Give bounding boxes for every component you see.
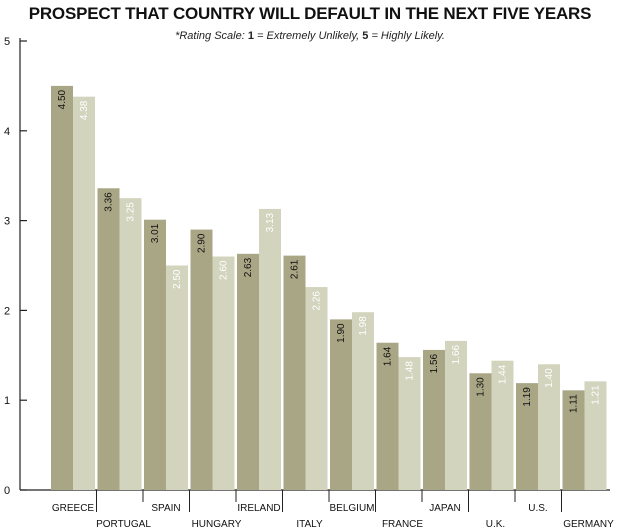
bar-belgium-s2 bbox=[352, 312, 374, 490]
data-label: 1.19 bbox=[522, 387, 533, 407]
data-label: 1.21 bbox=[591, 385, 602, 405]
subtitle-prefix: *Rating Scale: bbox=[175, 30, 248, 42]
y-tick-label: 5 bbox=[4, 36, 10, 48]
data-label: 3.25 bbox=[126, 202, 137, 222]
x-tick-label: GERMANY bbox=[563, 519, 614, 530]
y-tick-label: 0 bbox=[4, 485, 10, 497]
x-tick-label: JAPAN bbox=[429, 503, 461, 514]
x-tick-label: FRANCE bbox=[382, 519, 423, 530]
chart-subtitle: *Rating Scale: 1 = Extremely Unlikely, 5… bbox=[0, 30, 620, 42]
bar-japan-s1 bbox=[423, 349, 445, 490]
data-label: 1.11 bbox=[569, 394, 580, 413]
data-label: 1.56 bbox=[429, 353, 440, 373]
x-tick-label: SPAIN bbox=[151, 503, 180, 514]
subtitle-five-text: = Highly Likely. bbox=[368, 30, 445, 42]
bar-ireland-s2 bbox=[259, 208, 281, 490]
bar-france-s2 bbox=[398, 357, 421, 490]
data-label: 1.66 bbox=[451, 344, 462, 364]
subtitle-one: 1 bbox=[247, 30, 254, 42]
bar-hungary-s2 bbox=[212, 256, 235, 490]
bar-germany-s1 bbox=[562, 390, 585, 490]
data-label: 1.48 bbox=[405, 361, 416, 381]
chart-title: PROSPECT THAT COUNTRY WILL DEFAULT IN TH… bbox=[28, 4, 592, 23]
data-label: 1.30 bbox=[476, 377, 487, 397]
data-label: 1.44 bbox=[498, 364, 509, 384]
x-tick-label: U.S. bbox=[528, 503, 547, 514]
data-label: 2.50 bbox=[172, 269, 183, 289]
data-label: 2.26 bbox=[312, 291, 323, 311]
data-label: 1.64 bbox=[383, 346, 394, 366]
y-tick-label: 4 bbox=[4, 126, 10, 138]
data-label: 4.50 bbox=[57, 89, 68, 109]
x-tick-label: HUNGARY bbox=[192, 519, 242, 530]
y-tick-label: 1 bbox=[4, 395, 10, 407]
data-label: 4.38 bbox=[79, 100, 90, 120]
data-label: 1.98 bbox=[358, 316, 369, 336]
bar-italy-s1 bbox=[283, 255, 306, 490]
data-label: 1.40 bbox=[544, 368, 555, 388]
subtitle-one-text: = Extremely Unlikely, bbox=[253, 30, 363, 42]
bar-ireland-s1 bbox=[237, 253, 259, 490]
bar-hungary-s1 bbox=[190, 229, 213, 490]
bar-uk-s1 bbox=[469, 373, 492, 490]
bar-france-s1 bbox=[376, 342, 399, 490]
bar-portugal-s2 bbox=[119, 198, 142, 490]
bar-greece-s1 bbox=[51, 85, 73, 491]
bar-italy-s2 bbox=[305, 287, 328, 490]
data-label: 3.36 bbox=[104, 192, 115, 212]
bar-japan-s2 bbox=[445, 340, 467, 490]
bar-us-s1 bbox=[516, 383, 538, 490]
bar-portugal-s1 bbox=[97, 188, 120, 490]
bar-belgium-s1 bbox=[330, 319, 352, 490]
bar-greece-s2 bbox=[73, 96, 95, 491]
data-label: 2.60 bbox=[219, 260, 230, 280]
subtitle-five: 5 bbox=[362, 30, 369, 42]
data-label: 2.63 bbox=[243, 257, 254, 277]
bar-uk-s2 bbox=[491, 360, 514, 490]
x-tick-label: PORTUGAL bbox=[96, 519, 151, 530]
data-label: 1.90 bbox=[336, 323, 347, 343]
bar-germany-s2 bbox=[584, 381, 607, 490]
bar-spain-s1 bbox=[144, 219, 166, 490]
data-label: 2.61 bbox=[290, 259, 301, 279]
x-tick-label: IRELAND bbox=[237, 503, 280, 514]
data-label: 3.01 bbox=[150, 223, 161, 243]
y-tick-label: 3 bbox=[4, 216, 10, 228]
x-tick-label: ITALY bbox=[296, 519, 323, 530]
x-tick-label: BELGIUM bbox=[329, 503, 374, 514]
data-label: 2.90 bbox=[197, 233, 208, 253]
y-tick-label: 2 bbox=[4, 305, 10, 317]
data-label: 3.13 bbox=[265, 212, 276, 232]
bar-us-s2 bbox=[538, 364, 560, 490]
bar-spain-s2 bbox=[166, 265, 188, 490]
x-tick-label: U.K. bbox=[486, 519, 505, 530]
x-tick-label: GREECE bbox=[52, 503, 95, 514]
